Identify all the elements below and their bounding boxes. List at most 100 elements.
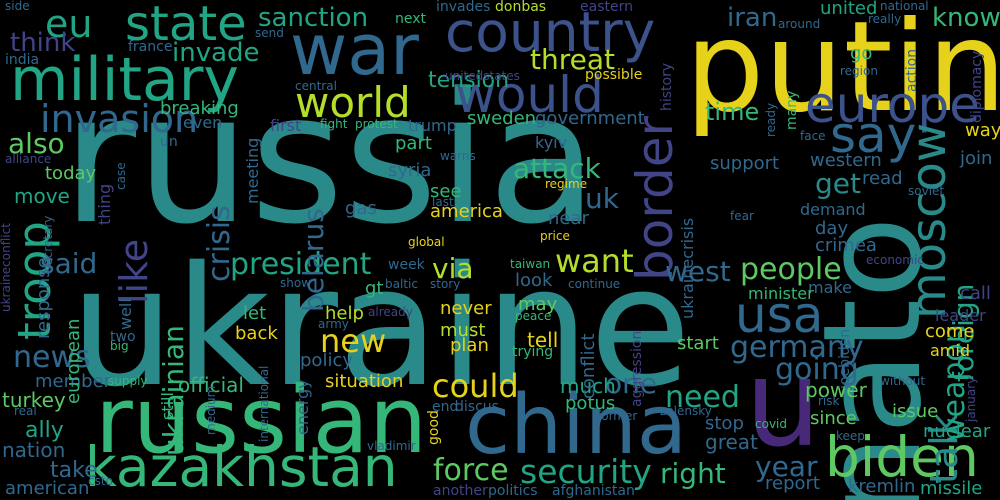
cloud-word-first: first (270, 116, 302, 135)
cloud-word-risk: risk (818, 394, 840, 408)
cloud-word-baltic: baltic (385, 277, 418, 291)
cloud-word-never: never (440, 298, 492, 319)
cloud-word-csto: csto (88, 474, 113, 488)
cloud-word-minister: minister (748, 284, 814, 303)
cloud-word-look: look (515, 270, 553, 291)
cloud-word-national: national (880, 0, 929, 13)
cloud-word-support: support (710, 153, 780, 174)
cloud-word-russian: russian (95, 367, 428, 474)
cloud-word-syria: syria (388, 160, 432, 181)
cloud-word-russia: russia (62, 55, 598, 264)
cloud-word-taiwan: taiwan (510, 257, 551, 271)
cloud-word-demand: demand (800, 200, 866, 219)
cloud-word-part: part (395, 133, 432, 154)
cloud-word-ukraine: ukraine (70, 231, 692, 423)
cloud-word-like: like (112, 239, 156, 305)
cloud-word-join: join (960, 148, 993, 169)
cloud-word-attack: attack (513, 152, 601, 185)
cloud-word-much: much (560, 374, 616, 398)
cloud-word-u: u (745, 335, 822, 474)
cloud-word-come: come (925, 321, 975, 342)
cloud-word-get: get (815, 167, 861, 200)
cloud-word-warns: warns (440, 149, 476, 163)
cloud-word-missile: missile (920, 478, 983, 499)
cloud-word-via: via (432, 252, 474, 285)
cloud-word-meeting: meeting (243, 138, 262, 205)
cloud-word-nation: nation (2, 438, 66, 462)
cloud-word-discus: discus (455, 399, 499, 415)
cloud-word-case: case (114, 162, 128, 190)
cloud-word-let: let (243, 303, 267, 324)
cloud-word-january: january (964, 376, 978, 423)
cloud-word-amid: amid (930, 341, 970, 360)
cloud-word-power: power (805, 378, 867, 402)
cloud-word-really: really (868, 12, 902, 26)
cloud-word-big: big (110, 339, 129, 353)
cloud-word-day: day (815, 218, 849, 239)
cloud-word-conflict: conflict (578, 333, 599, 400)
cloud-word-trump: trump (408, 116, 457, 135)
cloud-word-time: time (705, 98, 760, 126)
cloud-word-news: news (13, 340, 91, 375)
cloud-word-go: go (850, 43, 873, 64)
cloud-word-diplomacy: diplomacy (969, 50, 985, 124)
cloud-word-germany: germany (730, 330, 864, 365)
cloud-word-would: would (455, 66, 604, 124)
cloud-word-move: move (14, 184, 70, 208)
cloud-word-west: west (665, 255, 731, 288)
cloud-word-help: help (325, 303, 364, 324)
cloud-word-call: call (960, 283, 991, 304)
cloud-word-may: may (518, 294, 558, 315)
cloud-word-gas: gas (345, 198, 377, 219)
cloud-word-politics: politics (488, 483, 538, 499)
cloud-word-usa: usa (735, 286, 824, 344)
cloud-word-kremlin: kremlin (848, 476, 916, 497)
cloud-word-alliance: alliance (5, 152, 52, 166)
cloud-word-member: member (35, 371, 112, 392)
cloud-word-make: make (808, 278, 852, 297)
cloud-word-former: former (597, 409, 638, 423)
cloud-word-situation: situation (325, 371, 404, 392)
cloud-word-right: right (660, 457, 726, 490)
cloud-word-great: great (705, 430, 758, 454)
cloud-word-france: france (128, 39, 173, 55)
cloud-word-good: good (426, 409, 442, 445)
cloud-word-zelensky: zelensky (660, 404, 712, 418)
cloud-word-one: one (605, 367, 658, 400)
cloud-word-new: new (320, 322, 387, 360)
cloud-word-action: action (904, 48, 920, 93)
cloud-word-eu: eu (45, 2, 93, 46)
cloud-word-many: many (784, 90, 800, 130)
cloud-word-show: show (280, 276, 312, 290)
cloud-word-nuclear: nuclear (923, 421, 991, 442)
cloud-word-invade: invade (172, 38, 260, 68)
cloud-word-face: face (800, 129, 826, 143)
cloud-word-policy: policy (300, 350, 353, 371)
cloud-word-said: said (40, 247, 98, 280)
cloud-word-iran: iran (727, 3, 778, 33)
cloud-word-tell: tell (527, 328, 559, 352)
cloud-word-energy: energy (293, 378, 312, 435)
cloud-word-thing: thing (95, 183, 114, 225)
cloud-word-ukraineconflict: ukraineconflict (0, 222, 13, 312)
cloud-word-president: president (230, 247, 372, 282)
cloud-word-read: read (862, 168, 903, 189)
cloud-word-official: official (178, 373, 244, 397)
cloud-word-army: army (318, 317, 349, 331)
cloud-word-around: around (778, 17, 821, 31)
cloud-word-eastern: eastern (580, 0, 633, 15)
cloud-word-next: next (395, 11, 427, 27)
cloud-word-need: need (665, 380, 740, 415)
cloud-word-price: price (540, 229, 570, 243)
cloud-word-continue: continue (568, 277, 621, 291)
cloud-word-biden: biden (825, 425, 979, 489)
cloud-word-could: could (432, 367, 519, 405)
cloud-word-real: real (14, 404, 37, 418)
cloud-word-belarus: belarus (297, 207, 330, 312)
cloud-word-sanction: sanction (258, 3, 369, 33)
cloud-word-turkey: turkey (2, 388, 66, 412)
cloud-word-want: want (555, 242, 634, 280)
cloud-word-donbas: donbas (495, 0, 547, 15)
cloud-word-putin: putin (685, 0, 1000, 140)
